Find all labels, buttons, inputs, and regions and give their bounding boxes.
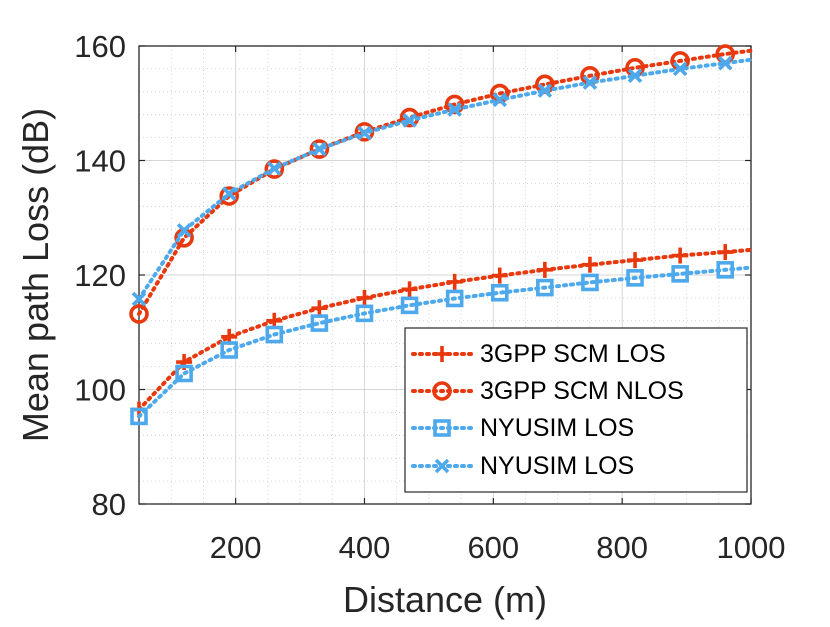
data-point (444, 94, 465, 115)
series-layer (129, 44, 753, 426)
x-marker-b (717, 55, 733, 71)
data-point (312, 141, 327, 157)
legend-swatch-3gpp-scm-los (411, 346, 474, 362)
data-point (130, 407, 148, 426)
y-tick-label: 80 (92, 487, 126, 522)
data-point (264, 159, 285, 179)
data-point (627, 68, 643, 84)
series-3 (131, 55, 753, 307)
legend: 3GPP SCM LOS 3GPP SCM NLOS NYUSIM LOS NY… (404, 327, 748, 493)
data-point (220, 341, 238, 359)
series-line-2 (137, 265, 753, 419)
data-point (401, 281, 418, 298)
y-tick-labels: 80 100 120 140 160 (74, 29, 126, 522)
data-point (491, 267, 508, 284)
data-point (447, 102, 462, 117)
legend-marker (433, 419, 451, 437)
data-point (355, 304, 374, 323)
data-point (129, 304, 149, 324)
data-point (176, 223, 192, 238)
x-marker-b (267, 161, 282, 176)
legend-marker (432, 381, 452, 401)
data-point (536, 278, 554, 297)
data-point (400, 296, 419, 315)
data-point (492, 92, 508, 108)
data-point (672, 247, 689, 264)
x-tick-label: 1000 (717, 530, 786, 565)
x-axis-title: Distance (m) (343, 579, 547, 620)
legend-label-nyusim-los-square: NYUSIM LOS (480, 414, 634, 442)
legend-swatch-nyusim-los-square (411, 419, 474, 437)
x-marker-b (627, 68, 643, 84)
y-tick-label: 100 (74, 373, 126, 408)
data-point (357, 125, 372, 141)
series-0 (131, 244, 753, 418)
x-marker-b (357, 125, 372, 141)
legend-swatch-3gpp-scm-nlos (411, 381, 474, 401)
x-marker-b (537, 83, 553, 98)
x-tick-label: 200 (210, 530, 262, 565)
data-point (626, 269, 644, 287)
data-point (310, 314, 329, 332)
data-point (717, 55, 733, 71)
x-marker-b (176, 223, 192, 238)
data-point (221, 186, 237, 201)
data-point (131, 291, 147, 307)
data-point (311, 300, 328, 317)
data-point (716, 261, 735, 279)
series-line-3 (137, 57, 753, 301)
x-marker-b (447, 102, 462, 117)
legend-label-nyusim-los-x: NYUSIM LOS (480, 452, 634, 480)
data-point (265, 325, 284, 344)
y-axis-title: Mean path Loss (dB) (15, 108, 56, 442)
x-marker-b (672, 61, 688, 77)
data-point (402, 113, 417, 128)
data-point (175, 364, 193, 383)
data-point (537, 83, 553, 98)
legend-marker (434, 346, 450, 362)
legend-item-3: NYUSIM LOS (411, 452, 634, 480)
data-point (446, 273, 463, 290)
x-marker-b (434, 458, 450, 474)
legend-item-2: NYUSIM LOS (411, 414, 634, 442)
x-marker-b (131, 291, 147, 307)
y-tick-label: 120 (74, 258, 126, 293)
data-point (219, 186, 239, 206)
legend-label-3gpp-scm-nlos: 3GPP SCM NLOS (480, 377, 684, 405)
data-point (627, 252, 644, 269)
legend-label-3gpp-scm-los: 3GPP SCM LOS (480, 340, 666, 368)
x-marker-b (402, 113, 417, 128)
data-point (717, 244, 734, 261)
data-point (267, 161, 282, 176)
y-tick-label: 140 (74, 144, 126, 179)
x-marker-b (582, 75, 598, 90)
data-point (581, 256, 598, 273)
data-point (671, 265, 689, 283)
series-2 (130, 261, 753, 426)
x-marker-b (492, 92, 508, 108)
data-point (309, 139, 330, 159)
x-tick-label: 600 (467, 530, 519, 565)
legend-marker (434, 458, 450, 474)
data-point (582, 75, 598, 90)
x-tick-label: 400 (339, 530, 391, 565)
data-point (581, 273, 599, 292)
x-tick-labels: 200 400 600 800 1000 (210, 530, 786, 565)
data-point (672, 61, 688, 77)
data-point (490, 283, 509, 302)
data-point (356, 289, 373, 306)
legend-item-1: 3GPP SCM NLOS (411, 377, 684, 405)
data-point (445, 289, 464, 308)
data-point (536, 261, 553, 278)
y-tick-label: 160 (74, 29, 126, 64)
x-tick-label: 800 (596, 530, 648, 565)
legend-swatch-nyusim-los-x (411, 458, 474, 474)
x-marker-b (312, 141, 327, 157)
x-marker-b (221, 186, 237, 201)
legend-item-0: 3GPP SCM LOS (411, 340, 666, 368)
